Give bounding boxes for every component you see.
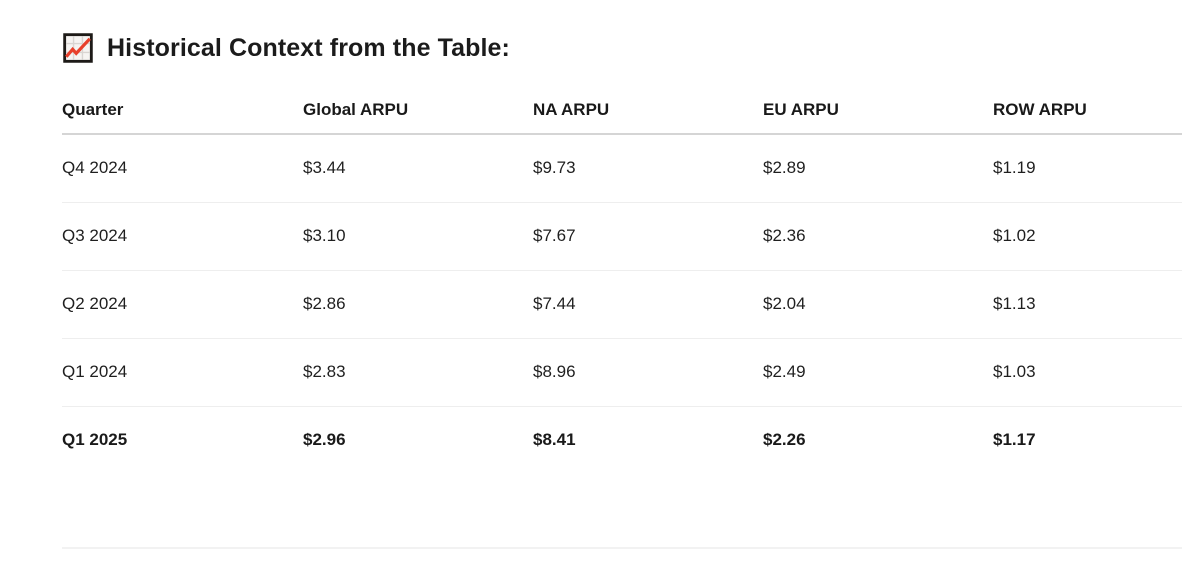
cell-eu-arpu: $2.89 (763, 134, 993, 203)
cell-global-arpu: $2.83 (303, 338, 533, 407)
cell-row-arpu: $1.03 (993, 338, 1182, 407)
cell-eu-arpu: $2.04 (763, 270, 993, 339)
cell-na-arpu: $8.41 (533, 430, 576, 449)
table-header-row: Quarter Global ARPU NA ARPU EU ARPU ROW … (62, 90, 1182, 135)
cell-quarter: Q4 2024 (62, 134, 303, 203)
cell-quarter: Q1 2025 (62, 430, 128, 449)
cell-quarter: Q2 2024 (62, 270, 303, 339)
cell-global-arpu: $3.44 (303, 134, 533, 203)
cell-na-arpu: $9.73 (533, 134, 763, 203)
cell-row-arpu: $1.17 (993, 430, 1036, 449)
column-header-na-arpu: NA ARPU (533, 90, 763, 135)
arpu-table: Quarter Global ARPU NA ARPU EU ARPU ROW … (62, 90, 1182, 474)
column-header-quarter: Quarter (62, 90, 303, 135)
cell-row-arpu: $1.13 (993, 270, 1182, 339)
table-row: Q3 2024 $3.10 $7.67 $2.36 $1.02 (62, 202, 1182, 271)
table-row-current-quarter: Q1 2025 $2.96 $8.41 $2.26 $1.17 (62, 407, 1182, 475)
cell-global-arpu: $2.96 (303, 430, 346, 449)
column-header-global-arpu: Global ARPU (303, 90, 533, 135)
section-divider (62, 547, 1182, 549)
cell-eu-arpu: $2.26 (763, 430, 806, 449)
cell-row-arpu: $1.02 (993, 202, 1182, 271)
section-header: Historical Context from the Table: (62, 31, 510, 65)
cell-na-arpu: $7.44 (533, 270, 763, 339)
column-header-row-arpu: ROW ARPU (993, 90, 1182, 135)
cell-quarter: Q1 2024 (62, 338, 303, 407)
cell-row-arpu: $1.19 (993, 134, 1182, 203)
page-title: Historical Context from the Table: (107, 33, 510, 62)
chart-increasing-icon (63, 33, 93, 63)
cell-global-arpu: $2.86 (303, 270, 533, 339)
cell-quarter: Q3 2024 (62, 202, 303, 271)
cell-eu-arpu: $2.49 (763, 338, 993, 407)
cell-na-arpu: $8.96 (533, 338, 763, 407)
cell-na-arpu: $7.67 (533, 202, 763, 271)
table-row: Q4 2024 $3.44 $9.73 $2.89 $1.19 (62, 134, 1182, 203)
cell-eu-arpu: $2.36 (763, 202, 993, 271)
column-header-eu-arpu: EU ARPU (763, 90, 993, 135)
table-row: Q2 2024 $2.86 $7.44 $2.04 $1.13 (62, 270, 1182, 339)
table-row: Q1 2024 $2.83 $8.96 $2.49 $1.03 (62, 338, 1182, 407)
cell-global-arpu: $3.10 (303, 202, 533, 271)
